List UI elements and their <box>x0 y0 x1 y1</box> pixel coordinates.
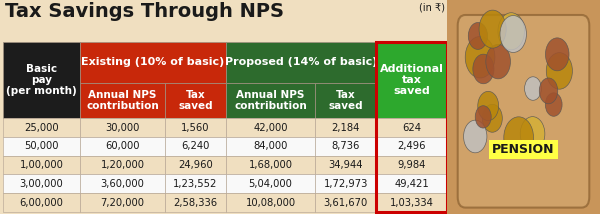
Text: Annual NPS
contribution: Annual NPS contribution <box>234 90 307 111</box>
Circle shape <box>524 77 541 100</box>
Text: Basic
pay
(per month): Basic pay (per month) <box>6 64 77 96</box>
Text: 3,00,000: 3,00,000 <box>20 179 64 189</box>
Bar <box>165 174 226 193</box>
Bar <box>376 193 447 212</box>
Bar <box>376 118 447 137</box>
Circle shape <box>475 106 491 128</box>
Bar <box>165 83 226 118</box>
Text: 5,04,000: 5,04,000 <box>248 179 293 189</box>
Bar <box>3 193 80 212</box>
Text: 3,60,000: 3,60,000 <box>101 179 145 189</box>
Text: 1,03,334: 1,03,334 <box>390 198 434 208</box>
Bar <box>3 42 80 118</box>
Bar <box>80 118 165 137</box>
Text: 1,23,552: 1,23,552 <box>173 179 218 189</box>
Circle shape <box>498 13 524 50</box>
Bar <box>80 193 165 212</box>
Text: Existing (10% of basic): Existing (10% of basic) <box>82 57 224 67</box>
Bar <box>226 83 316 118</box>
Text: 60,000: 60,000 <box>105 141 140 151</box>
Circle shape <box>500 16 526 52</box>
Text: Additional
tax
saved: Additional tax saved <box>380 64 443 96</box>
Bar <box>226 118 316 137</box>
Circle shape <box>504 117 533 158</box>
Text: 7,20,000: 7,20,000 <box>100 198 145 208</box>
Circle shape <box>545 38 569 71</box>
Circle shape <box>464 120 487 153</box>
Text: Tax
saved: Tax saved <box>178 90 212 111</box>
Bar <box>316 193 376 212</box>
Text: 42,000: 42,000 <box>253 123 288 133</box>
Text: 3,61,670: 3,61,670 <box>324 198 368 208</box>
Text: 84,000: 84,000 <box>253 141 288 151</box>
Text: 9,984: 9,984 <box>398 160 426 170</box>
Text: 10,08,000: 10,08,000 <box>245 198 296 208</box>
Bar <box>165 118 226 137</box>
Text: Proposed (14% of basic): Proposed (14% of basic) <box>225 57 377 67</box>
Bar <box>226 137 316 156</box>
Bar <box>80 174 165 193</box>
Bar <box>376 42 447 212</box>
Text: 1,68,000: 1,68,000 <box>248 160 293 170</box>
Bar <box>226 174 316 193</box>
Circle shape <box>539 78 558 104</box>
Text: 8,736: 8,736 <box>332 141 360 151</box>
Circle shape <box>545 93 562 116</box>
Text: Tax Savings Through NPS: Tax Savings Through NPS <box>5 2 284 21</box>
Circle shape <box>468 22 488 49</box>
Bar <box>165 137 226 156</box>
Text: 1,20,000: 1,20,000 <box>100 160 145 170</box>
Text: 30,000: 30,000 <box>105 123 140 133</box>
Text: 1,00,000: 1,00,000 <box>20 160 64 170</box>
Text: 1,72,973: 1,72,973 <box>323 179 368 189</box>
Bar <box>376 156 447 174</box>
Bar <box>3 118 80 137</box>
Text: 6,00,000: 6,00,000 <box>20 198 64 208</box>
FancyBboxPatch shape <box>458 15 589 208</box>
Circle shape <box>479 10 506 48</box>
Circle shape <box>473 54 494 84</box>
Circle shape <box>482 104 502 132</box>
Bar <box>376 174 447 193</box>
Bar <box>226 193 316 212</box>
Text: 6,240: 6,240 <box>181 141 209 151</box>
Text: Tax
saved: Tax saved <box>329 90 363 111</box>
Bar <box>316 174 376 193</box>
Bar <box>3 137 80 156</box>
Text: 50,000: 50,000 <box>25 141 59 151</box>
Text: 49,421: 49,421 <box>394 179 429 189</box>
Circle shape <box>486 44 511 79</box>
Circle shape <box>465 36 495 78</box>
Bar <box>316 137 376 156</box>
Bar <box>226 42 376 83</box>
Bar <box>165 156 226 174</box>
Bar <box>316 156 376 174</box>
Circle shape <box>478 91 499 120</box>
Bar <box>316 83 376 118</box>
Bar <box>165 193 226 212</box>
Bar <box>80 83 165 118</box>
Bar <box>80 42 226 83</box>
Bar <box>376 137 447 156</box>
Text: PENSION: PENSION <box>492 143 555 156</box>
Text: 25,000: 25,000 <box>24 123 59 133</box>
Text: 1,560: 1,560 <box>181 123 209 133</box>
Text: 34,944: 34,944 <box>329 160 363 170</box>
Bar <box>3 174 80 193</box>
Circle shape <box>546 53 572 89</box>
Bar <box>316 118 376 137</box>
Text: 2,58,336: 2,58,336 <box>173 198 217 208</box>
Circle shape <box>520 117 545 151</box>
Text: (in ₹): (in ₹) <box>419 2 445 12</box>
Text: 2,496: 2,496 <box>397 141 426 151</box>
Text: 24,960: 24,960 <box>178 160 213 170</box>
Bar <box>80 137 165 156</box>
Bar <box>376 42 447 118</box>
Bar <box>3 156 80 174</box>
Text: 2,184: 2,184 <box>332 123 360 133</box>
Text: Annual NPS
contribution: Annual NPS contribution <box>86 90 159 111</box>
Text: 624: 624 <box>402 123 421 133</box>
Bar <box>80 156 165 174</box>
Bar <box>226 156 316 174</box>
